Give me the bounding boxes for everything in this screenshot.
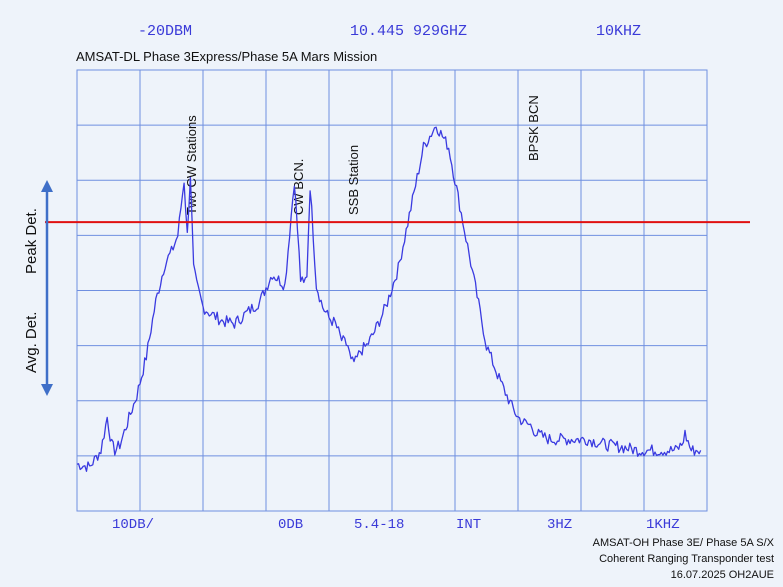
spectrum-trace (76, 126, 702, 472)
center-frequency-readout: 10.445 929GHZ (350, 23, 467, 40)
scale-readout: 10DB/ (112, 517, 154, 533)
version-readout: 5.4-18 (354, 517, 404, 533)
attenuation-readout: 0DB (278, 517, 303, 533)
annotation-ssb-station: SSB Station (346, 145, 361, 215)
credit-line-3: 16.07.2025 OH2AUE (671, 569, 774, 581)
resolution-bandwidth-readout: 1KHZ (646, 517, 680, 533)
average-detector-label: Avg. Det. (23, 312, 40, 373)
credit-line-1: AMSAT-OH Phase 3E/ Phase 5A S/X (593, 537, 775, 549)
plot-frame (76, 69, 708, 512)
detector-range-arrow (41, 180, 53, 396)
annotation-two-cw-stations: Two CW Stations (184, 115, 199, 215)
ref-level-readout: -20DBM (138, 23, 192, 40)
video-bandwidth-readout: 3HZ (547, 517, 572, 533)
peak-detector-label: Peak Det. (23, 208, 40, 274)
chart-title: AMSAT-DL Phase 3Express/Phase 5A Mars Mi… (76, 49, 377, 64)
annotation-cw-beacon: CW BCN. (291, 159, 306, 215)
span-readout: 10KHZ (596, 23, 641, 40)
reference-readout: INT (456, 517, 481, 533)
annotation-bpsk-beacon: BPSK BCN (526, 95, 541, 161)
credit-line-2: Coherent Ranging Transponder test (599, 553, 774, 565)
